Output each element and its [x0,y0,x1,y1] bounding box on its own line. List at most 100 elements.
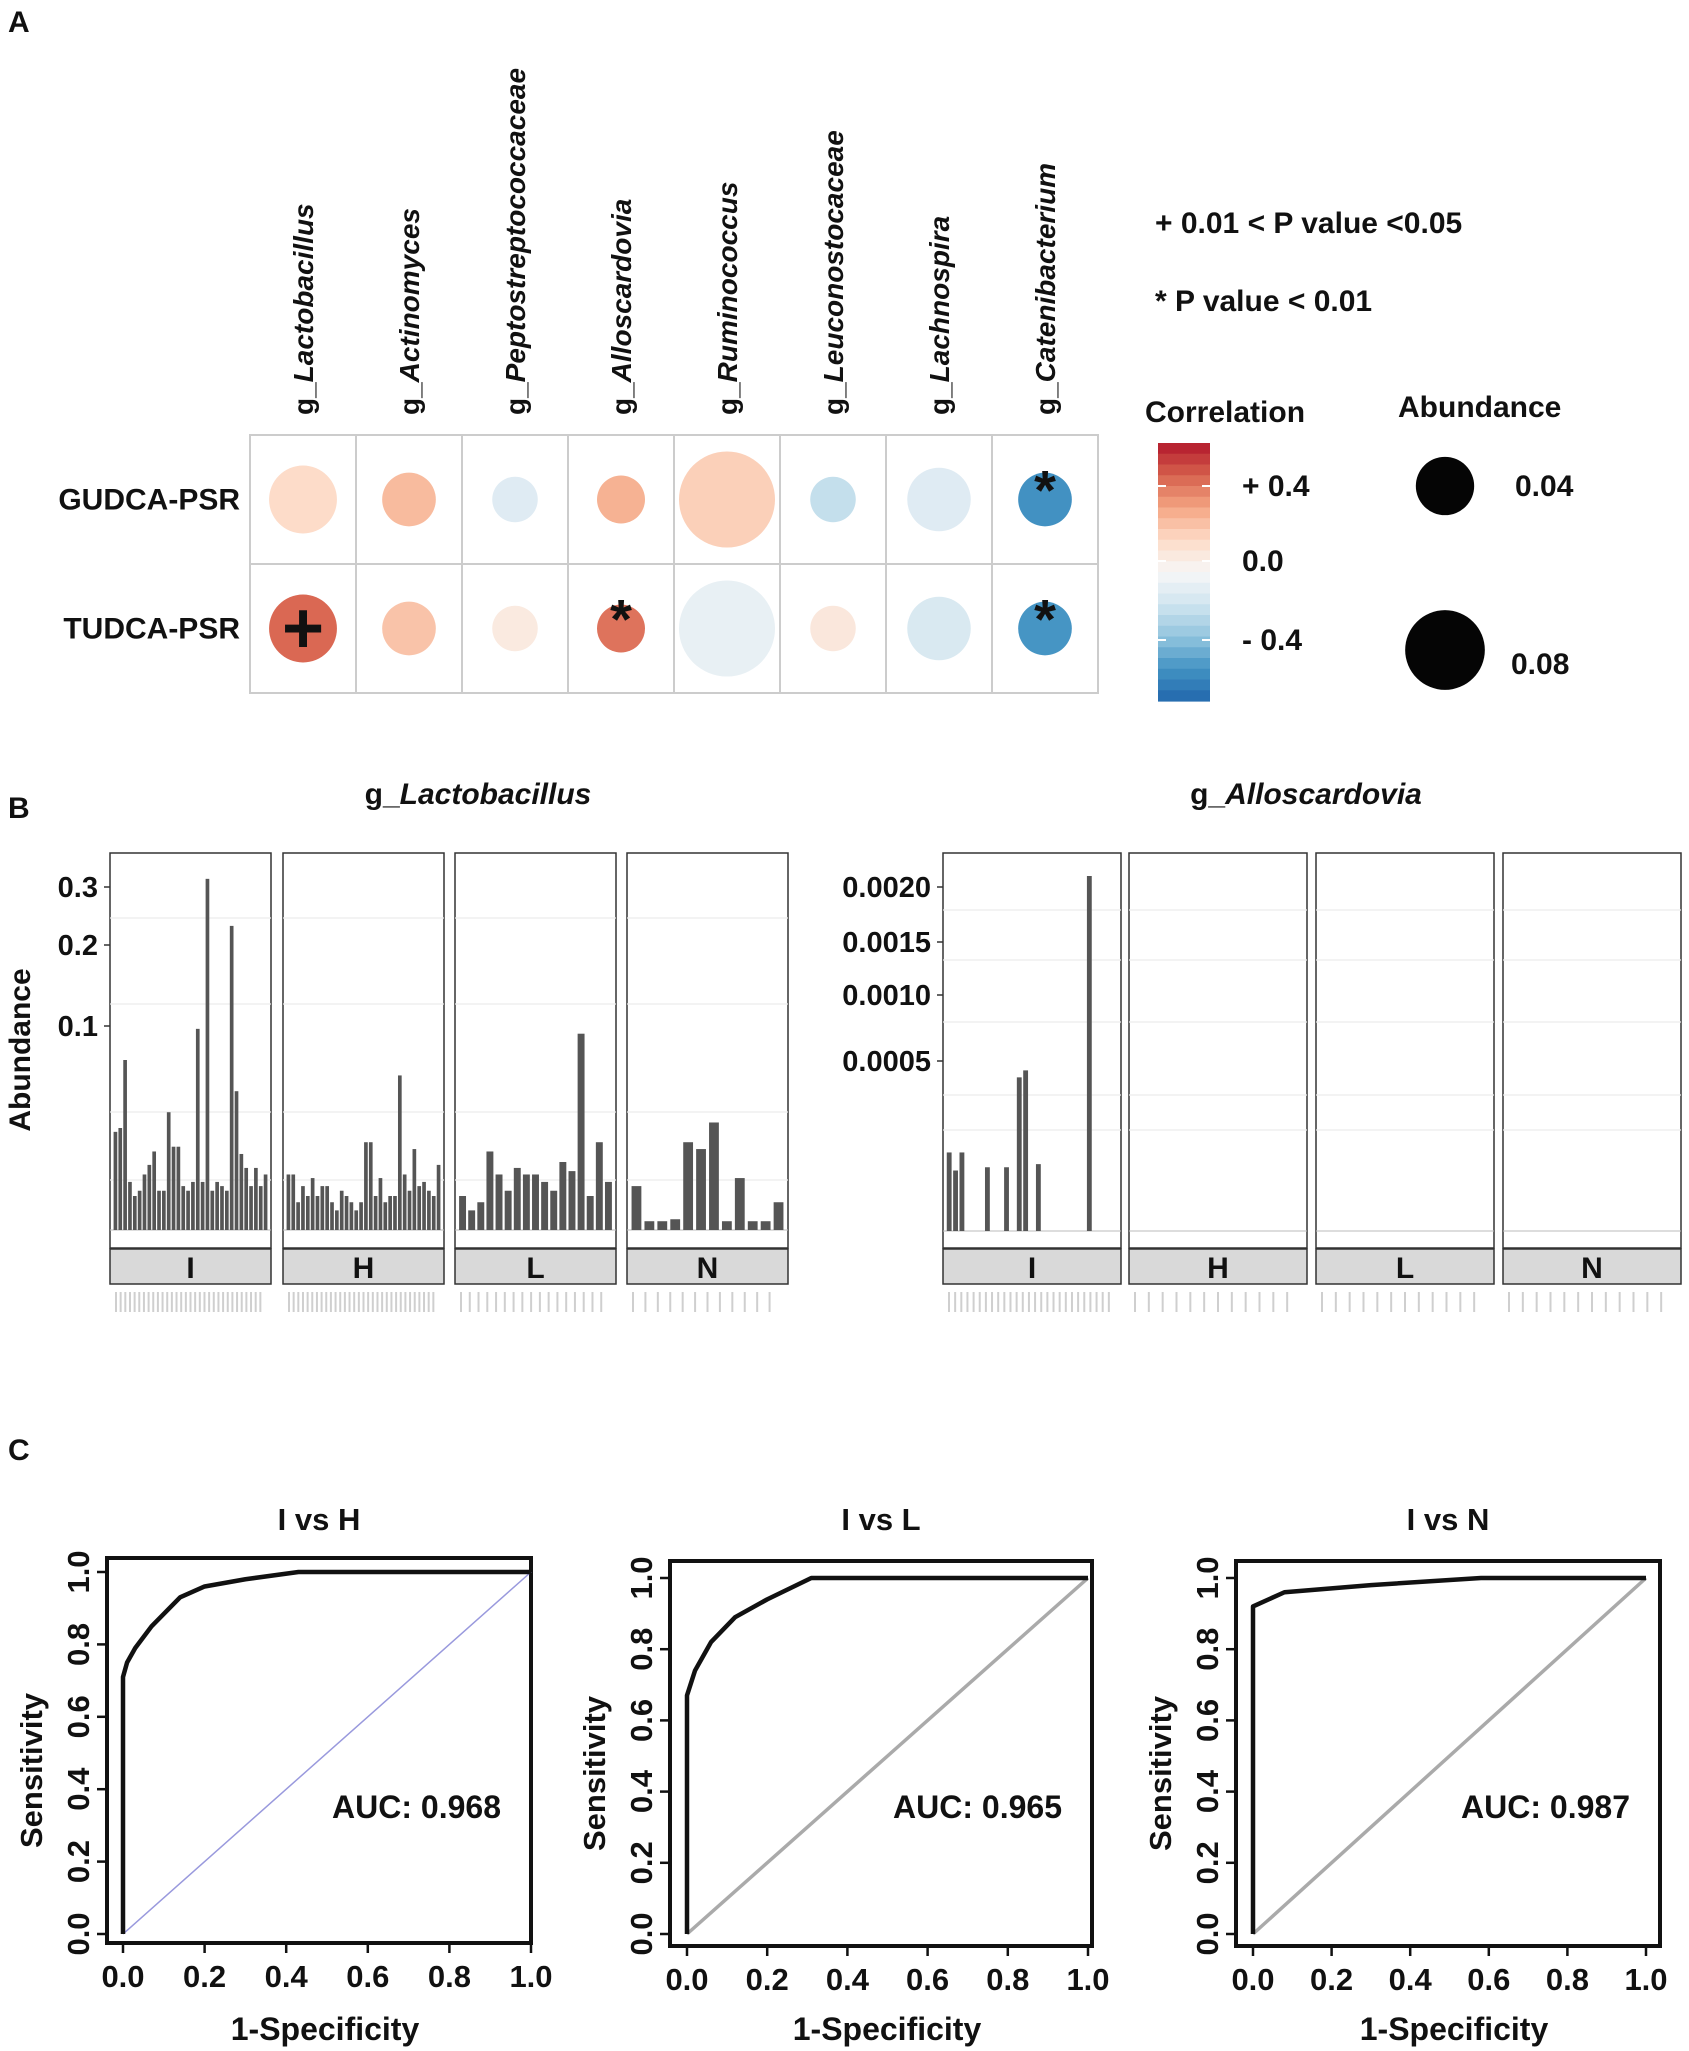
y-axis-label: Abundance [4,968,37,1131]
facet-strip-I [942,1248,1122,1285]
abundance-bar [113,1131,118,1230]
colorbar-segment [1158,572,1210,584]
abundance-bar [388,1196,392,1230]
colorbar-segment [1158,625,1210,638]
panel-b-alloscardovia-bar-chart: g_Alloscardovia I H L N 0.0020 0.0015 0.0010 0.0… [842,778,1682,1312]
bar-chart-title-prefix: g_ [1190,778,1225,811]
y-tick-label: 0.0010 [842,980,931,1012]
y-tick-label: 0.0 [61,1912,96,1955]
abundance-bar [1023,1070,1029,1231]
roc-diagonal [1251,1576,1648,1936]
colorbar-segment [1158,668,1210,681]
column-label-name: Peptostreptococcaceae [500,68,531,382]
colorbar-segment [1158,647,1210,659]
colorbar-segment [1158,529,1210,541]
roc-diagonal [685,1576,1090,1936]
facet-strip-I [109,1248,272,1285]
abundance-bar [657,1221,668,1230]
column-label-prefix: g_ [394,382,425,415]
abundance-bar [128,1181,132,1230]
abundance-bar [604,1181,612,1230]
abundance-bar [200,1181,205,1230]
y-tick-label: 1.0 [1190,1556,1225,1599]
y-axis-label: Sensitivity [14,1692,49,1848]
abundance-bar [1035,1164,1041,1231]
significance-plus: + [282,589,324,669]
y-tick-label: 0.6 [61,1695,96,1738]
correlation-bubble [597,475,645,524]
abundance-bar [378,1178,383,1230]
column-label-name: Catenibacterium [1030,163,1061,382]
colorbar-segment [1158,593,1210,605]
abundance-bar [1016,1077,1022,1231]
facet-panel-L [1315,852,1495,1249]
column-label-leuconostocaceae: g_Leuconostocaceae [818,130,849,415]
correlation-bubble [907,596,971,661]
row-label-gudca-psr: GUDCA-PSR [58,484,240,517]
abundance-bar [407,1190,412,1230]
abundance-bar [412,1149,417,1230]
abundance-bar [244,1167,249,1230]
y-tick-label: 0.6 [1190,1699,1225,1742]
facet-strip-L [1315,1248,1495,1285]
panel-c-roc-i-vs-h: I vs H0.0 0.2 0.4 0.6 0.8 1.00.00.20.40.60.81… [14,1502,553,2047]
facet-panel-N [1502,852,1682,1249]
facet-strip-label: H [353,1252,375,1285]
roc-curve [120,1569,531,1934]
abundance-bar [586,1196,594,1230]
abundance-bar [137,1190,142,1230]
correlation-bubble [492,605,538,652]
abundance-bar [595,1142,603,1230]
x-tick-label: 0.2 [1310,1962,1353,1997]
facet-strip-label: L [526,1252,544,1285]
abundance-bar [477,1202,485,1230]
y-tick-label: 0.0 [1190,1912,1225,1955]
bar-chart-title: g_Alloscardovia [1190,778,1422,811]
size-legend-title: Abundance [1398,391,1561,424]
abundance-bar [305,1196,310,1230]
abundance-bar [118,1128,123,1230]
abundance-bar [577,1033,585,1230]
abundance-bar [486,1151,494,1230]
y-tick-label: 0.4 [1190,1769,1225,1813]
y-tick-label: 0.8 [61,1623,96,1666]
panel-c-roc-i-vs-n: I vs N 0.0 0.2 0.4 0.6 0.8 1.0 0.0 0.2 0.4 0.6 0.8 1… [1143,1502,1668,2047]
size-legend-label: 0.08 [1511,648,1569,681]
x-tick-label: 0.0 [665,1962,708,1997]
abundance-bar [181,1186,186,1230]
abundance-bar [344,1196,349,1230]
column-label-name: Lachnospira [924,216,955,382]
x-tick-label: 1.0 [1624,1962,1667,1997]
abundance-bar [959,1152,965,1231]
abundance-bar [373,1196,378,1230]
colorbar-segment [1158,679,1210,691]
abundance-bar [239,1153,244,1230]
x-axis-label: 1-Specificity [231,2011,420,2047]
roc-plot-frame [1234,1559,1662,1948]
y-tick-label: 0.4 [624,1769,659,1813]
y-tick-label: 0.2 [624,1841,659,1884]
x-tick-label: 0.0 [101,1959,144,1994]
abundance-bar [132,1196,137,1230]
y-tick-label: 0.2 [58,930,98,962]
abundance-bar [291,1174,296,1230]
correlation-bubble [382,601,436,656]
facet-panel-H [282,852,445,1249]
column-label-prefix: g_ [712,382,743,415]
y-tick-label: 1.0 [61,1550,96,1593]
significance-star: * [1034,459,1056,522]
abundance-bar [186,1190,190,1230]
x-axis-label: 1-Specificity [1360,2011,1549,2047]
auc-label: AUC: 0.987 [1461,1789,1630,1825]
x-tick-label: 0.8 [986,1962,1029,1997]
x-tick-label: 0.6 [346,1959,389,1994]
x-tick-label: 0.6 [906,1962,949,1997]
abundance-bar [171,1146,176,1230]
correlation-bubble [269,594,337,663]
facet-strip-N [1502,1248,1682,1285]
abundance-bar [210,1190,215,1230]
abundance-bar [229,925,234,1230]
correlation-bubble [679,451,775,548]
abundance-bar [696,1149,706,1230]
